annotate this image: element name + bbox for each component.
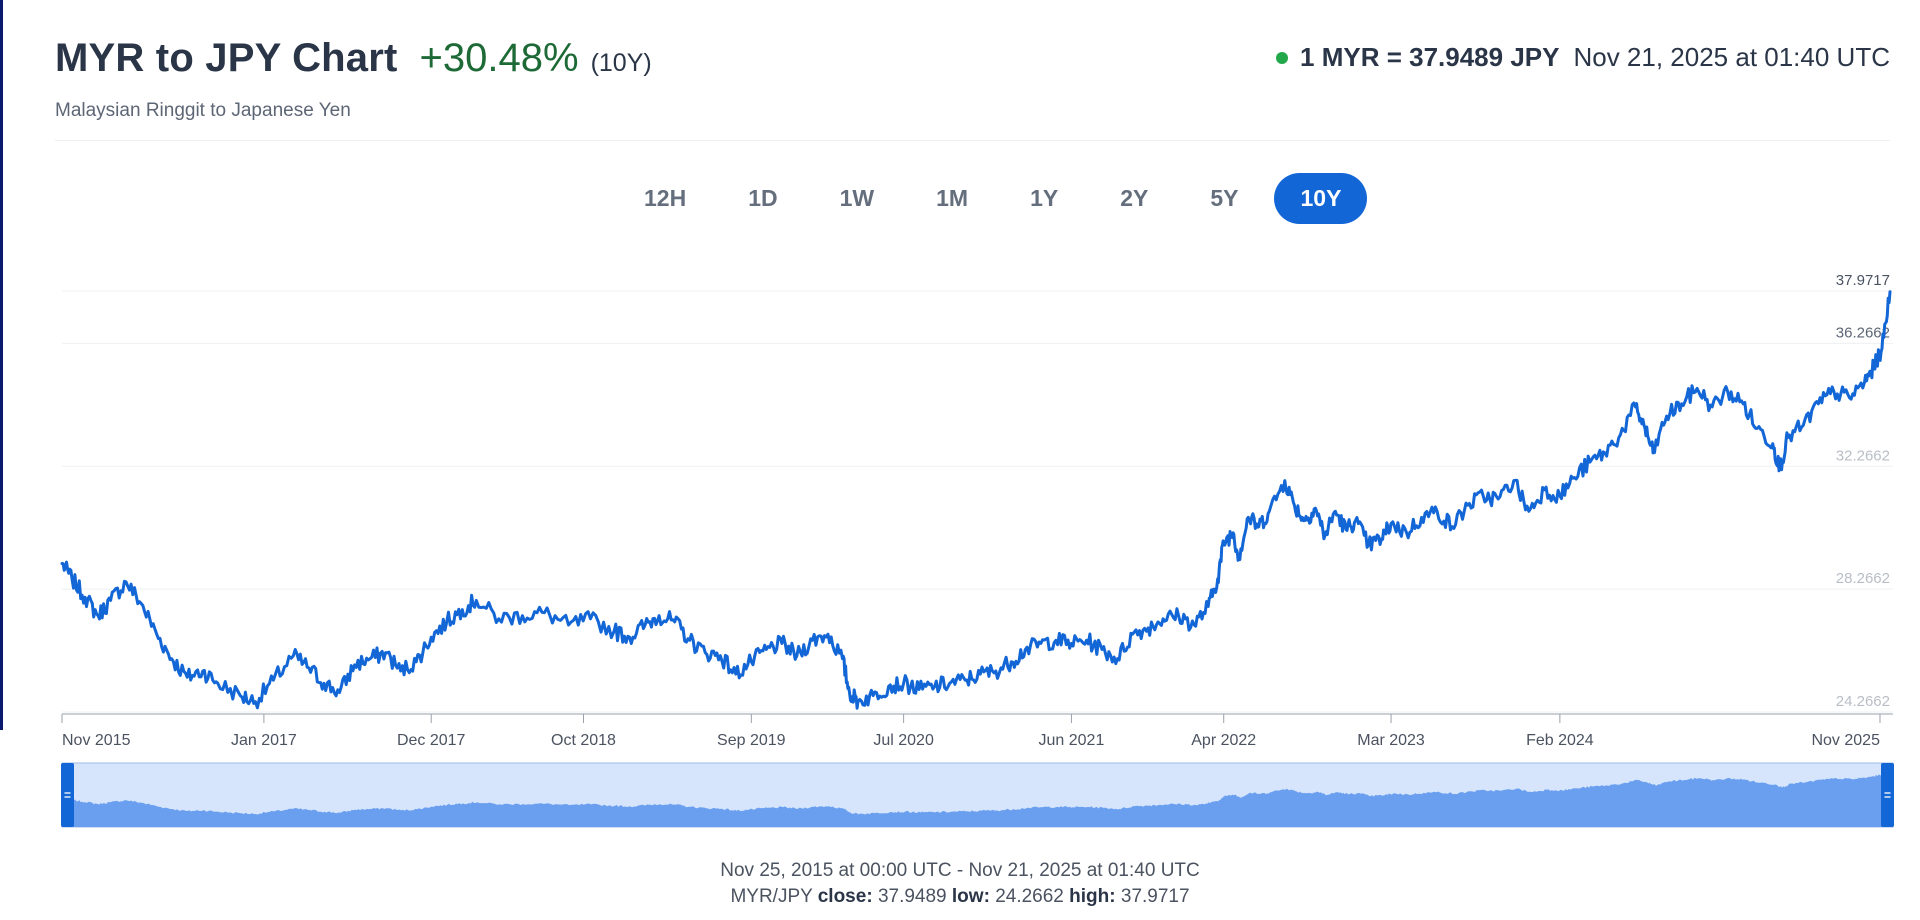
x-tick-label: Jun 2021	[1039, 732, 1105, 749]
close-value: 37.9489	[877, 886, 947, 907]
title-row: MYR to JPY Chart +30.48% (10Y)	[55, 36, 652, 81]
current-rate: 1 MYR = 37.9489 JPY Nov 21, 2025 at 01:4…	[1276, 42, 1890, 73]
high-label: high:	[1069, 886, 1116, 907]
y-tick-label: 24.2662	[1836, 693, 1890, 710]
navigator-area	[62, 767, 1893, 827]
chart-header: MYR to JPY Chart +30.48% (10Y) Malaysian…	[55, 30, 1890, 141]
window-left-edge	[0, 0, 3, 730]
y-tick-label: 37.9717	[1836, 272, 1890, 289]
line-chart[interactable]: 24.2662 28.2662 32.2662 36.2662 37.9717 Nov …	[0, 0, 1920, 845]
percent-change: +30.48%	[419, 36, 579, 80]
price-line[interactable]	[60, 290, 1892, 710]
range-button-2y[interactable]: 2Y	[1120, 185, 1149, 211]
rate-timestamp: Nov 21, 2025 at 01:40 UTC	[1573, 42, 1890, 72]
range-button-12h[interactable]: 12H	[644, 185, 687, 211]
navigator[interactable]	[61, 762, 1894, 828]
navigator-handle-grips	[64, 792, 1891, 798]
x-tick-label: Feb 2024	[1526, 732, 1594, 749]
x-axis-ticks: Nov 2015 Jan 2017 Dec 2017 Oct 2018 Sep 2019…	[61, 714, 1881, 749]
range-selector: 12H 1D 1W 1M 1Y 2Y 5Y 10Y	[618, 173, 1377, 224]
x-tick-label: Jul 2020	[873, 732, 934, 749]
pair-label: MYR/JPY	[730, 886, 813, 907]
y-tick-label: 36.2662	[1836, 324, 1890, 341]
rate-value: 1 MYR = 37.9489 JPY	[1300, 42, 1560, 72]
navigator-left-handle[interactable]	[61, 763, 74, 827]
change-period: (10Y)	[590, 49, 652, 77]
close-label: close:	[817, 886, 873, 907]
page-title: MYR to JPY Chart	[55, 36, 398, 80]
chart-gridlines	[62, 290, 1893, 713]
low-label: low:	[951, 886, 990, 907]
x-tick-label: Mar 2023	[1357, 732, 1425, 749]
range-button-10y[interactable]: 10Y	[1274, 173, 1368, 224]
chart-footer: Nov 25, 2015 at 00:00 UTC - Nov 21, 2025…	[0, 858, 1920, 910]
x-tick-label: Sep 2019	[717, 732, 786, 749]
range-button-1w[interactable]: 1W	[839, 185, 875, 211]
range-button-1y[interactable]: 1Y	[1030, 185, 1059, 211]
range-button-1m[interactable]: 1M	[936, 185, 969, 211]
footer-date-range: Nov 25, 2015 at 00:00 UTC - Nov 21, 2025…	[720, 860, 1200, 881]
live-dot-icon	[1276, 51, 1289, 64]
x-tick-label: Jan 2017	[231, 732, 297, 749]
high-value: 37.9717	[1120, 886, 1190, 907]
x-tick-label: Apr 2022	[1191, 732, 1256, 749]
range-button-5y[interactable]: 5Y	[1210, 185, 1239, 211]
page-subtitle: Malaysian Ringgit to Japanese Yen	[55, 100, 351, 121]
range-button-1d[interactable]: 1D	[748, 185, 778, 211]
y-axis-labels: 24.2662 28.2662 32.2662 36.2662 37.9717	[1836, 272, 1890, 710]
low-value: 24.2662	[995, 886, 1064, 907]
y-tick-label: 32.2662	[1836, 447, 1890, 464]
footer-stats: MYR/JPY close: 37.9489 low: 24.2662 high…	[0, 884, 1920, 910]
x-tick-label: Nov 2025	[1811, 732, 1880, 749]
x-tick-label: Nov 2015	[62, 732, 131, 749]
x-tick-label: Oct 2018	[551, 732, 616, 749]
x-tick-label: Dec 2017	[397, 732, 466, 749]
y-tick-label: 28.2662	[1836, 570, 1890, 587]
navigator-right-handle[interactable]	[1881, 763, 1894, 827]
